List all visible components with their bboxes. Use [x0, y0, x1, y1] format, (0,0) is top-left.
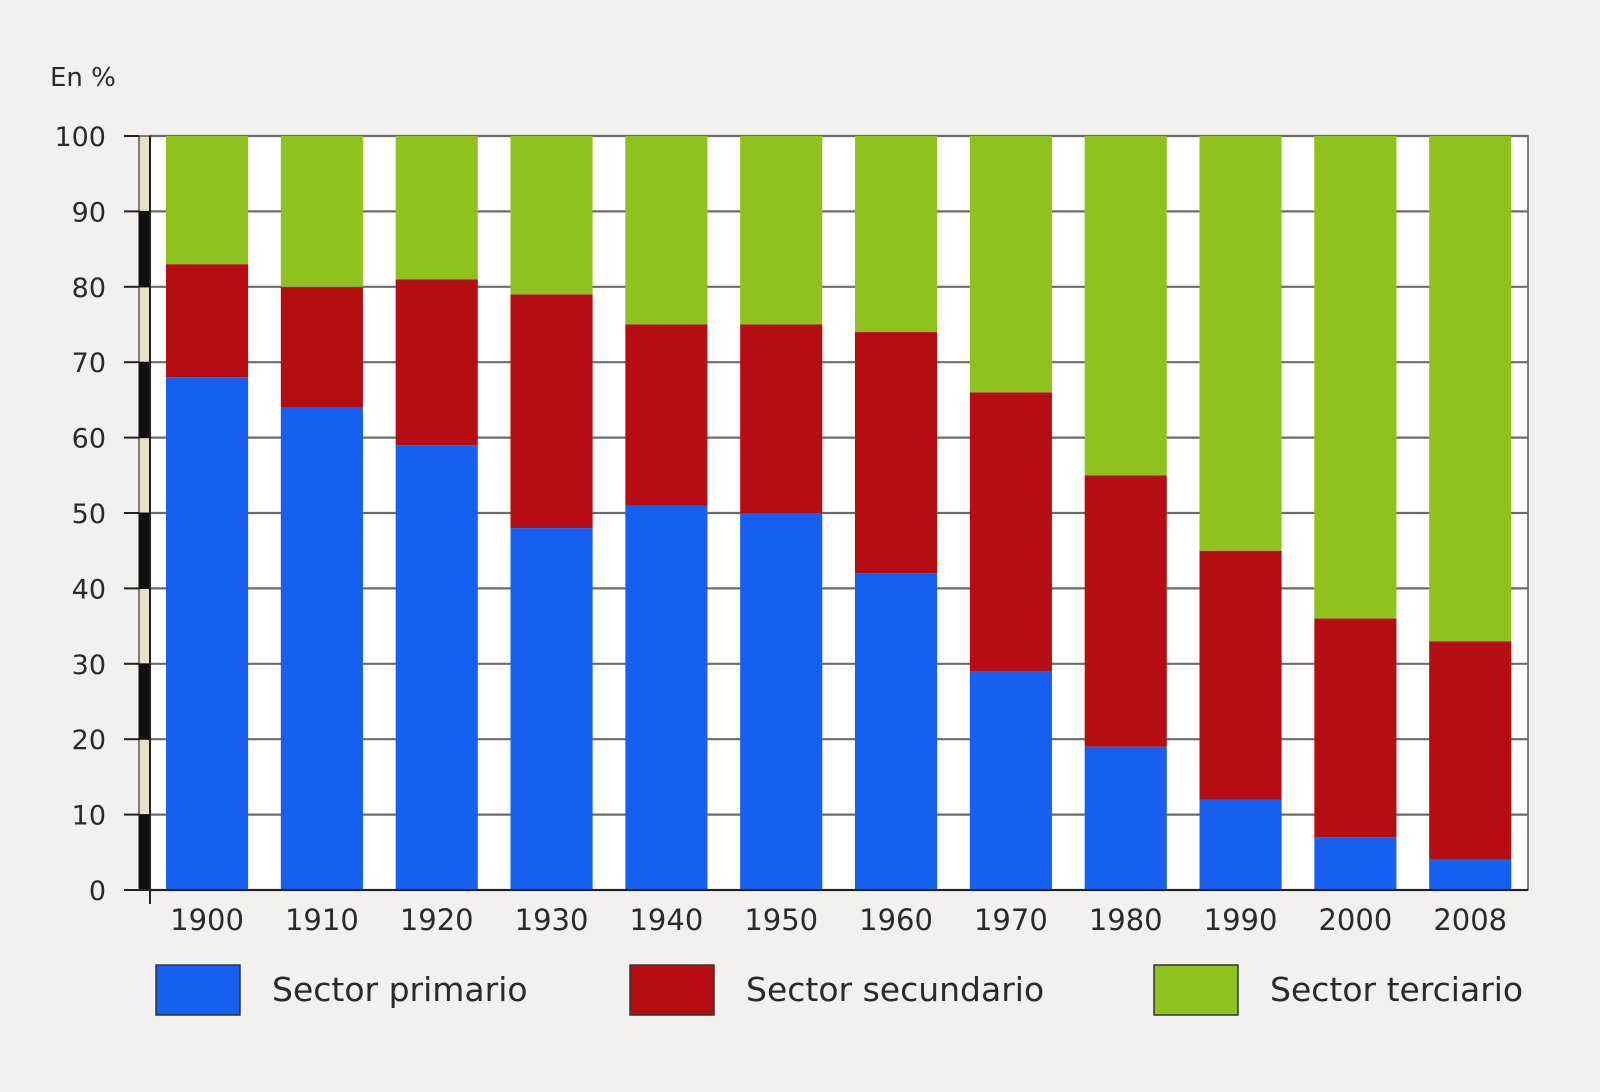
bar-segment-secundario — [740, 324, 823, 513]
y-tick-label: 30 — [72, 650, 106, 681]
bar-segment-secundario — [1429, 641, 1512, 860]
bar-segment-primario — [395, 445, 478, 890]
x-tick-label: 1930 — [515, 903, 589, 937]
bar-segment-terciario — [166, 136, 249, 265]
y-axis-segment — [138, 738, 151, 816]
bar-segment-secundario — [280, 286, 363, 408]
bar-segment-terciario — [969, 136, 1052, 393]
y-tick-label: 60 — [72, 424, 106, 455]
x-tick-label: 1990 — [1204, 903, 1278, 937]
y-axis-segment — [138, 814, 151, 891]
bar-segment-secundario — [1199, 550, 1282, 800]
bar-segment-primario — [969, 671, 1052, 890]
y-tick-label: 90 — [72, 197, 106, 228]
bar-segment-primario — [1199, 799, 1282, 890]
x-tick-label: 1940 — [629, 903, 703, 937]
legend-label: Sector secundario — [746, 970, 1044, 1009]
bar-segment-secundario — [395, 279, 478, 446]
y-tick-label: 0 — [89, 876, 106, 907]
y-tick-label: 50 — [72, 499, 106, 530]
bar-segment-secundario — [510, 294, 593, 529]
x-tick-label: 1950 — [744, 903, 818, 937]
x-tick-label: 1980 — [1089, 903, 1163, 937]
bar-segment-terciario — [510, 136, 593, 295]
bar-segment-primario — [166, 377, 249, 890]
y-axis-segment — [138, 210, 151, 288]
bar-segment-terciario — [740, 136, 823, 325]
legend-label: Sector primario — [272, 970, 528, 1009]
bar-segment-primario — [855, 573, 938, 890]
x-tick-label: 1970 — [974, 903, 1048, 937]
x-tick-label: 1910 — [285, 903, 359, 937]
y-axis-segment — [138, 437, 151, 514]
x-tick-label: 2008 — [1433, 903, 1507, 937]
bar-segment-secundario — [969, 392, 1052, 672]
bar-segment-primario — [510, 528, 593, 890]
bar-segment-secundario — [166, 264, 249, 378]
y-tick-label: 100 — [54, 122, 106, 153]
x-axis-labels: 1900 1910 1920 1930 1940 1950 1960 1970 1980 1990… — [170, 903, 1507, 937]
bar-segment-secundario — [1314, 618, 1397, 838]
x-tick-label: 1900 — [170, 903, 244, 937]
x-tick-label: 1920 — [400, 903, 474, 937]
bar-segment-terciario — [1429, 136, 1512, 642]
bar-segment-primario — [1084, 746, 1167, 890]
y-tick-label: 70 — [72, 348, 106, 379]
bar-segment-terciario — [1084, 136, 1167, 476]
bar-segment-primario — [1314, 837, 1397, 890]
x-tick-label: 2000 — [1318, 903, 1392, 937]
y-axis-segment — [138, 512, 151, 589]
legend: Sector primario Sector secundario Sector t… — [155, 964, 1523, 1016]
legend-swatch — [629, 964, 715, 1016]
y-axis-segment — [138, 286, 151, 363]
y-axis-segment — [138, 361, 151, 439]
y-tick-label: 10 — [72, 801, 106, 832]
y-tick-label: 20 — [72, 725, 106, 756]
x-tick-label: 1960 — [859, 903, 933, 937]
y-axis-segment — [138, 587, 151, 665]
bar-segment-secundario — [1084, 475, 1167, 747]
bar-segment-terciario — [855, 136, 938, 333]
legend-label: Sector terciario — [1270, 970, 1523, 1009]
bar-segment-terciario — [1314, 136, 1397, 619]
y-axis-segment — [138, 135, 151, 212]
y-axis-segment — [138, 663, 151, 740]
bars — [166, 136, 1512, 890]
bar-segment-terciario — [625, 136, 708, 325]
y-axis-label: En % — [50, 63, 116, 93]
bar-segment-terciario — [280, 136, 363, 287]
bar-segment-secundario — [855, 332, 938, 574]
bar-segment-primario — [625, 505, 708, 890]
bar-segment-terciario — [395, 136, 478, 280]
y-tick-label: 40 — [72, 574, 106, 605]
bar-segment-primario — [1429, 859, 1512, 890]
bar-segment-secundario — [625, 324, 708, 506]
bar-segment-terciario — [1199, 136, 1282, 551]
bar-segment-primario — [280, 407, 363, 890]
bar-segment-primario — [740, 513, 823, 890]
legend-swatch — [1153, 964, 1239, 1016]
y-tick-label: 80 — [72, 273, 106, 304]
legend-swatch — [155, 964, 241, 1016]
y-axis: 0 10 20 30 40 50 60 70 80 90 100 — [54, 122, 1528, 907]
